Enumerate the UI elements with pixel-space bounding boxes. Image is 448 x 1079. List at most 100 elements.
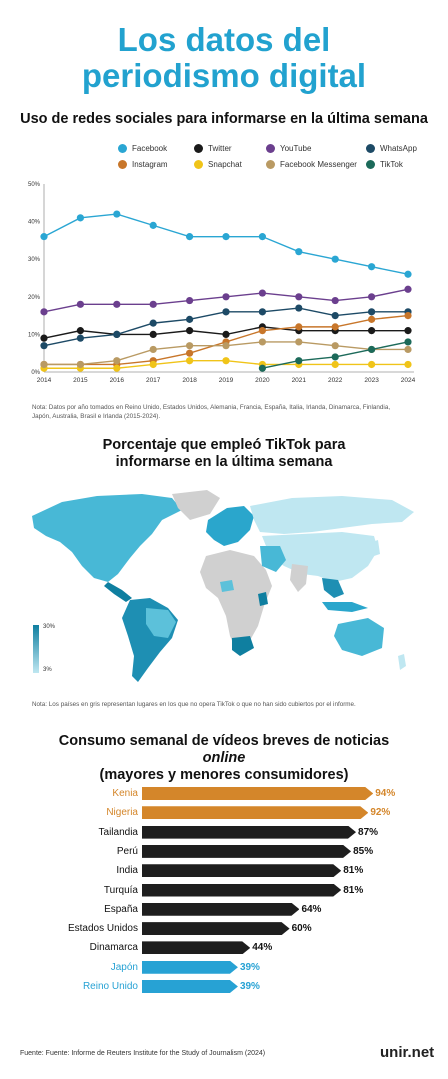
- bar-value-label: 39%: [239, 961, 260, 973]
- x-tick-label: 2016: [110, 377, 125, 384]
- bar: [142, 845, 351, 858]
- data-point-facebook: [258, 233, 266, 241]
- legend-label: Facebook Messenger: [280, 160, 357, 169]
- legend-label: Instagram: [132, 160, 168, 169]
- data-point-youtube: [222, 293, 230, 301]
- series-line-facebook: [43, 213, 409, 275]
- line-chart-legend: Facebook Twitter YouTube WhatsApp Instagram S…: [118, 144, 438, 178]
- bar: [142, 826, 356, 839]
- data-point-tiktok: [331, 353, 339, 361]
- data-point-facebook-messenger: [186, 342, 194, 350]
- x-tick-label: 2014: [37, 377, 52, 384]
- legend-label: Snapchat: [208, 160, 242, 169]
- data-point-youtube: [368, 293, 376, 301]
- y-tick-label: 20%: [28, 295, 41, 301]
- bar-row: Reino Unido 39%: [24, 978, 424, 997]
- bar-row: Perú 85%: [24, 843, 424, 862]
- bar-title-part1: Consumo semanal de vídeos breves de noti…: [58, 733, 390, 749]
- map-russia: [250, 496, 414, 534]
- bar: [142, 787, 373, 800]
- map-title: Porcentaje que empleó TikTok para inform…: [0, 437, 448, 471]
- legend-item-tiktok: TikTok: [366, 160, 403, 169]
- data-point-facebook-messenger: [404, 345, 412, 354]
- line-chart: 0% 10% 20% 30% 40% 50% 2014 2015 2016 2017 2018 201…: [28, 182, 416, 384]
- data-point-instagram: [368, 315, 376, 323]
- data-point-whatsapp: [368, 308, 376, 316]
- map-scale-max: 30%: [43, 624, 56, 630]
- bar-row: Estados Unidos 60%: [24, 920, 424, 939]
- bar-label: Kenia: [112, 788, 138, 799]
- data-point-facebook-messenger: [295, 338, 303, 346]
- legend-item-whatsapp: WhatsApp: [366, 144, 417, 153]
- bar: [142, 922, 290, 935]
- x-tick-label: 2019: [219, 377, 234, 384]
- bar-label: Reino Unido: [82, 981, 138, 992]
- y-tick-label: 0%: [31, 370, 40, 376]
- line-chart-note: Nota: Datos por año tomados en Reino Uni…: [32, 404, 391, 420]
- map-central-america: [104, 582, 132, 602]
- map-south-africa: [232, 636, 254, 656]
- data-point-whatsapp: [295, 304, 303, 312]
- bar-label: Turquía: [103, 884, 138, 896]
- data-point-twitter: [40, 334, 48, 342]
- x-tick-label: 2024: [401, 377, 416, 384]
- x-tick-label: 2022: [328, 377, 343, 384]
- data-point-snapchat: [149, 360, 157, 369]
- map-africa: [200, 550, 272, 650]
- map-scale-min: 3%: [43, 667, 52, 673]
- legend-swatch: [118, 144, 127, 153]
- bar-value-label: 81%: [343, 884, 364, 896]
- data-point-facebook-messenger: [258, 338, 266, 346]
- map-india: [290, 564, 308, 592]
- data-point-facebook: [222, 233, 230, 241]
- bar-label: Nigeria: [106, 807, 138, 819]
- bar-value-label: 92%: [370, 807, 391, 819]
- bar-row: Dinamarca 44%: [24, 939, 424, 958]
- data-point-instagram: [404, 312, 412, 320]
- data-point-facebook-messenger: [76, 360, 84, 369]
- data-point-twitter: [368, 327, 376, 335]
- map-new-zealand: [398, 654, 406, 670]
- data-point-twitter: [76, 327, 84, 335]
- main-title-line2: periodismo digital: [81, 57, 367, 94]
- data-point-facebook: [368, 263, 376, 271]
- data-point-youtube: [331, 296, 339, 305]
- map-australia: [334, 618, 384, 656]
- main-title: Los datos del periodismo digital: [0, 22, 448, 94]
- data-point-twitter: [149, 330, 157, 338]
- data-point-facebook: [331, 255, 339, 263]
- legend-swatch: [118, 160, 127, 169]
- bar-label: Dinamarca: [89, 942, 138, 954]
- bar-label: Tailandia: [98, 826, 138, 838]
- x-tick-label: 2023: [364, 377, 379, 384]
- data-point-facebook: [76, 214, 84, 222]
- data-point-facebook-messenger: [113, 357, 121, 365]
- data-point-whatsapp: [186, 315, 194, 323]
- data-point-facebook: [149, 221, 157, 229]
- legend-label: Twitter: [208, 144, 232, 153]
- bar-row: Tailandia 87%: [24, 824, 424, 843]
- bar: [142, 941, 250, 954]
- legend-swatch: [194, 144, 203, 153]
- footer-source: Fuente: Fuente: Informe de Reuters Insti…: [20, 1050, 266, 1057]
- legend-item-youtube: YouTube: [266, 144, 311, 153]
- map-nigeria: [220, 580, 234, 592]
- data-point-facebook: [40, 233, 48, 241]
- data-point-instagram: [258, 327, 266, 335]
- legend-swatch: [266, 144, 275, 153]
- map-title-line1: Porcentaje que empleó TikTok para: [102, 437, 346, 453]
- map-note: Nota: Los países en gris representan lug…: [32, 701, 356, 708]
- bar-row: España 64%: [24, 901, 424, 920]
- bar-chart-title-line2: (mayores y menores consumidores): [99, 767, 349, 783]
- data-point-facebook: [113, 210, 121, 218]
- brand-logo: unir.net: [380, 1044, 435, 1061]
- data-point-whatsapp: [76, 334, 84, 342]
- data-point-facebook: [186, 233, 194, 241]
- world-map: [32, 490, 414, 682]
- data-point-youtube: [186, 296, 194, 305]
- legend-item-twitter: Twitter: [194, 144, 232, 153]
- data-point-whatsapp: [222, 308, 230, 316]
- map-indonesia: [322, 602, 368, 612]
- bar-row: Turquía 81%: [24, 882, 424, 901]
- bar: [142, 864, 341, 877]
